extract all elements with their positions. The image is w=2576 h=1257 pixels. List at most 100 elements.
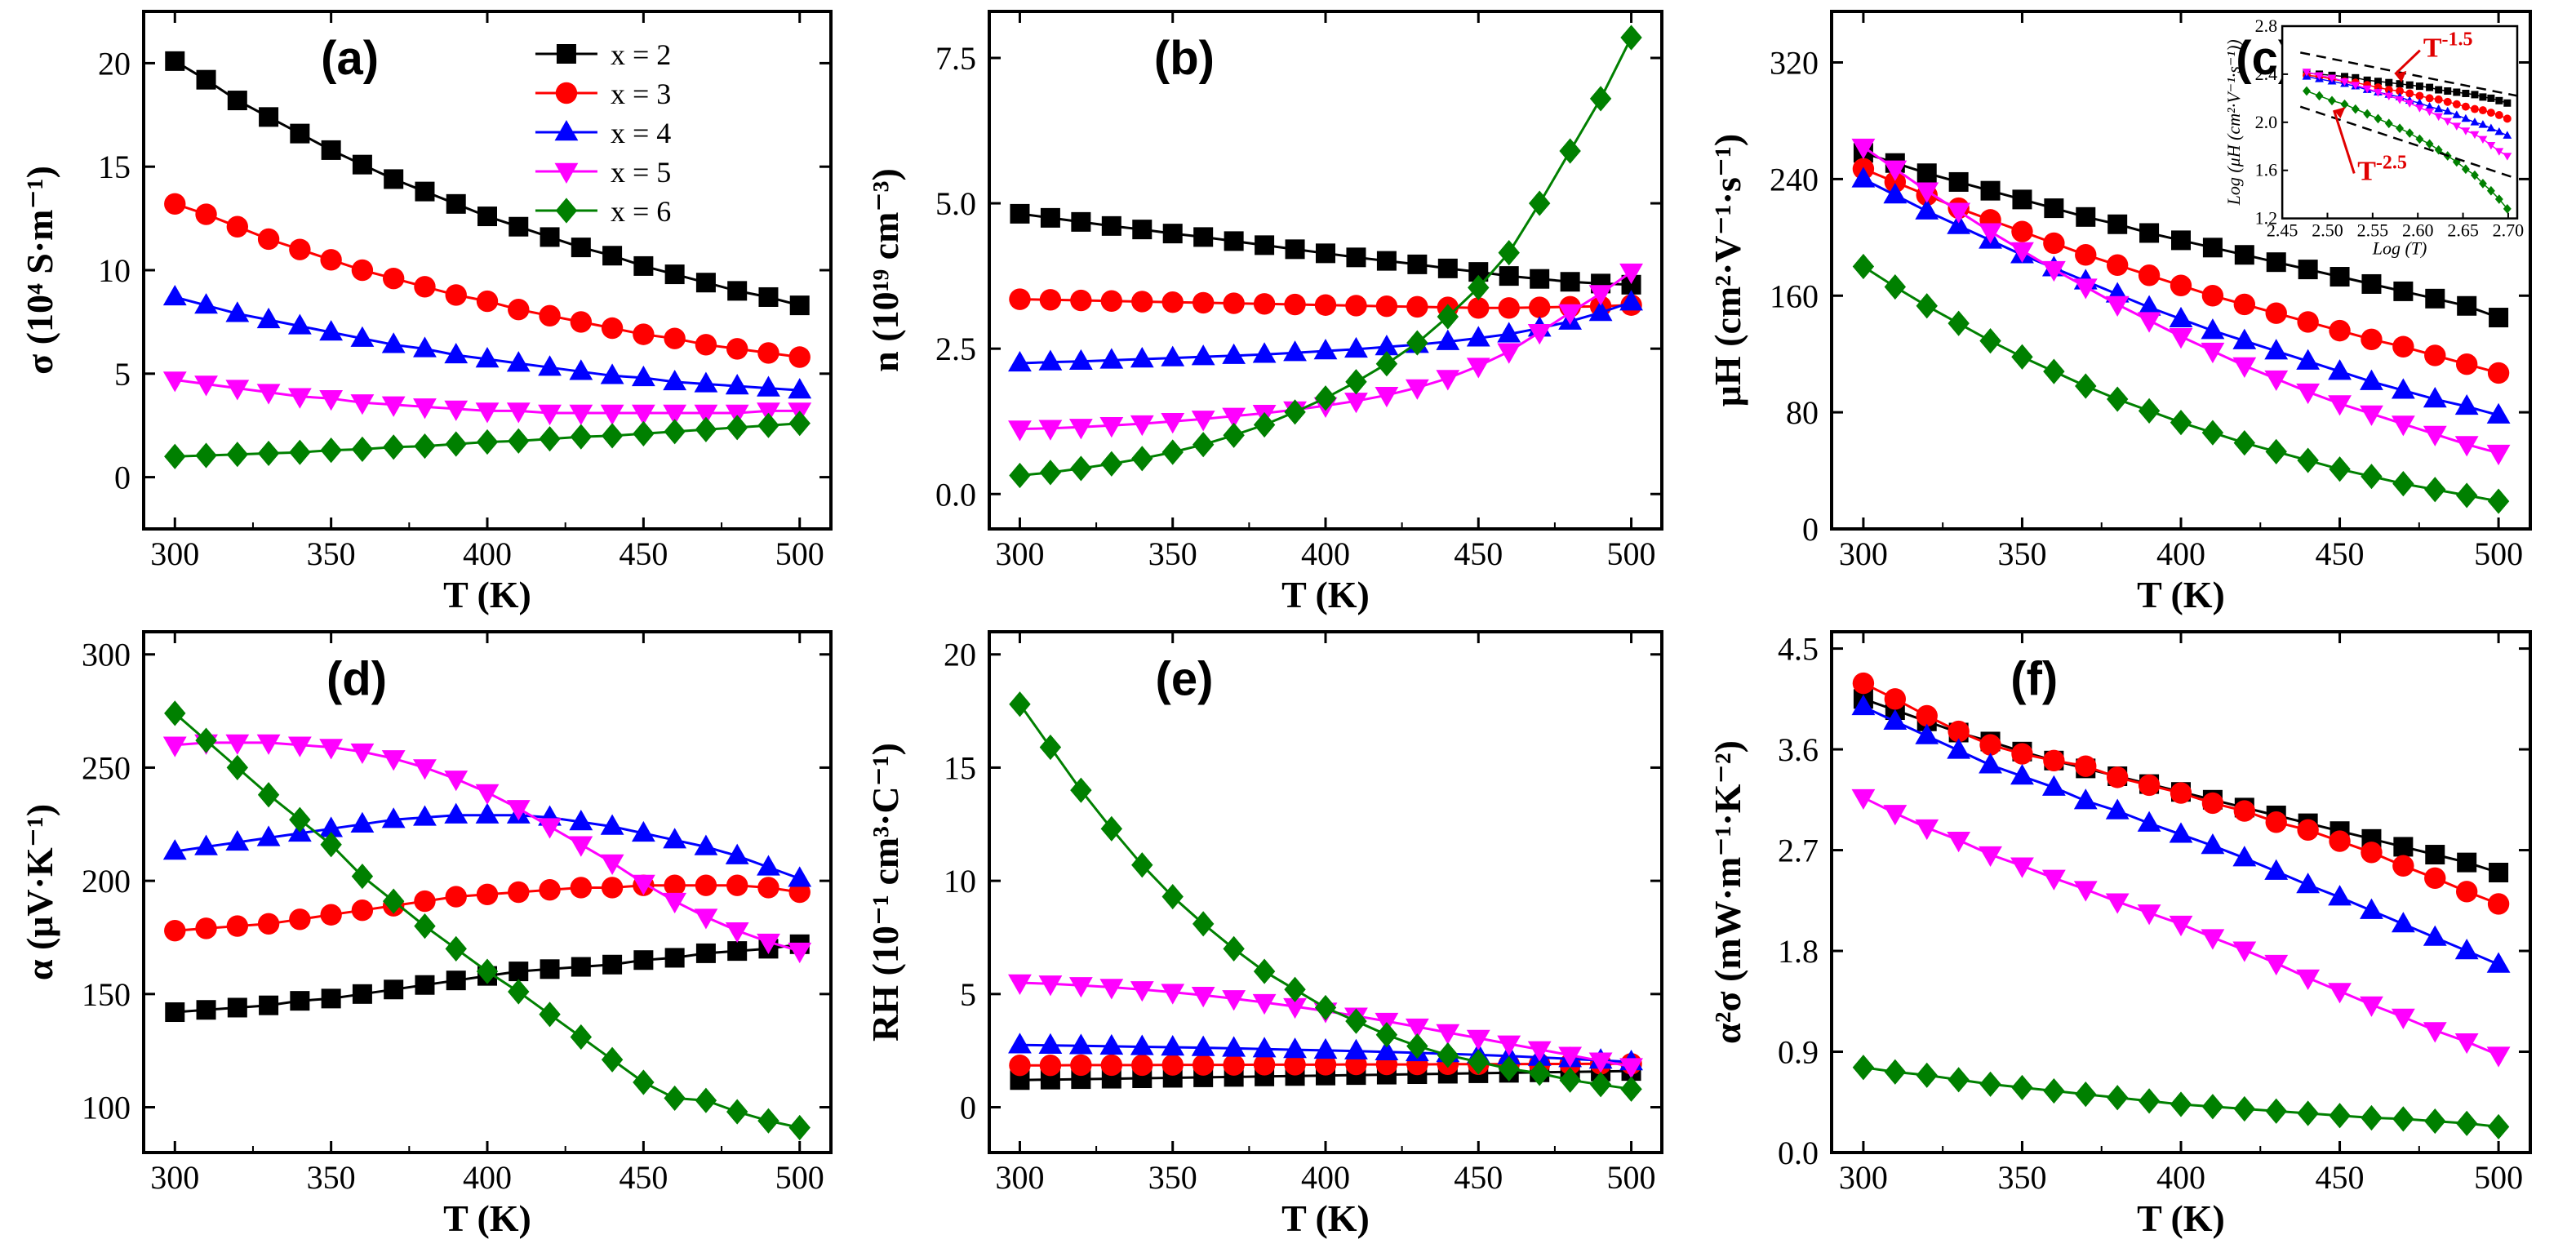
data-point — [2264, 370, 2289, 392]
inset-data-point — [2363, 76, 2371, 84]
inset-arrow-head — [2395, 70, 2407, 82]
data-point — [259, 995, 279, 1015]
data-point — [1161, 883, 1184, 910]
data-point — [414, 890, 436, 913]
data-point — [1979, 1071, 2001, 1097]
data-point — [2454, 393, 2479, 415]
data-point — [757, 342, 779, 364]
data-point — [1068, 419, 1093, 440]
data-point — [2455, 482, 2478, 509]
y-tick-label: 160 — [1770, 278, 1819, 314]
legend-marker — [556, 44, 576, 64]
data-point — [1100, 1054, 1123, 1077]
data-point — [2010, 857, 2034, 878]
data-point — [1588, 300, 1613, 322]
data-point — [1947, 213, 1971, 234]
data-point — [259, 107, 279, 127]
data-point — [2232, 328, 2257, 349]
data-point — [1344, 393, 1368, 414]
data-point — [1468, 274, 1490, 300]
data-point — [633, 950, 654, 971]
y-tick-label: 2.7 — [1778, 833, 1819, 869]
y-axis-label: α (μV·K⁻¹) — [19, 804, 60, 980]
inset-data-point — [2434, 113, 2444, 122]
x-axis-label: T (K) — [1281, 1197, 1370, 1239]
data-point — [1283, 1037, 1307, 1059]
data-point — [475, 802, 500, 824]
x-tick-label: 400 — [1301, 535, 1350, 572]
data-point — [2457, 295, 2477, 316]
y-tick-label: 2.5 — [935, 331, 976, 367]
data-point — [1466, 1029, 1490, 1050]
data-point — [664, 948, 685, 968]
data-point — [538, 355, 562, 376]
data-point — [2137, 811, 2161, 832]
data-point — [757, 1108, 779, 1134]
data-point — [2232, 357, 2257, 378]
y-tick-label: 0 — [960, 1090, 976, 1126]
data-point — [257, 440, 280, 467]
data-point — [1161, 291, 1184, 313]
data-point — [2424, 477, 2446, 503]
data-point — [788, 346, 811, 368]
data-point — [1528, 190, 1551, 216]
data-point — [757, 375, 780, 397]
data-point — [571, 957, 591, 977]
inset-x-tick-label: 2.60 — [2402, 220, 2434, 241]
inset-data-point — [2444, 87, 2452, 95]
chart-panel-a: 300 350 400 450 500 0 5 10 15 20 T (K) σ (10⁴ S·m⁻¹… — [19, 10, 833, 615]
inset-x-tick-label: 2.50 — [2312, 220, 2343, 241]
chart-panel-b: 300 350 400 450 500 0.0 2.5 5.0 7.5 T (K) n (10¹⁹ … — [864, 10, 1663, 615]
data-point — [320, 904, 342, 926]
legend-marker — [554, 162, 579, 184]
data-point — [225, 380, 250, 401]
inset-series-x4 — [2302, 72, 2512, 139]
data-point — [1070, 289, 1092, 312]
data-point — [1099, 979, 1124, 1000]
data-point — [1589, 1072, 1612, 1098]
data-point — [2011, 1074, 2033, 1101]
data-point — [600, 363, 624, 384]
data-point — [225, 829, 250, 851]
data-point — [289, 439, 311, 465]
data-point — [475, 402, 500, 424]
inset-data-point — [2340, 99, 2349, 109]
inset-data-point — [2461, 164, 2470, 175]
data-point — [256, 384, 281, 405]
data-point — [2423, 925, 2447, 946]
y-tick-label: 250 — [82, 749, 131, 786]
data-point — [1039, 1055, 1062, 1077]
data-point — [1947, 832, 1971, 853]
data-point — [2297, 447, 2319, 473]
data-point — [1161, 439, 1184, 465]
data-point — [788, 411, 811, 437]
data-point — [508, 979, 530, 1005]
data-point — [319, 816, 344, 837]
data-point — [571, 238, 591, 258]
panel-label: (e) — [1156, 652, 1214, 705]
data-point — [226, 215, 249, 238]
inset-y-tick-label: 2.8 — [2255, 16, 2278, 36]
data-point — [289, 908, 311, 931]
data-point — [1284, 399, 1306, 425]
data-point — [2043, 1077, 2065, 1104]
data-point — [1038, 349, 1063, 371]
data-point — [663, 828, 687, 849]
data-point — [1916, 704, 1938, 727]
data-point — [2012, 189, 2032, 210]
data-point — [2423, 387, 2447, 408]
data-point — [1851, 138, 1876, 160]
data-point — [2297, 1100, 2319, 1126]
data-point — [162, 736, 187, 757]
data-point — [631, 365, 655, 387]
data-point — [290, 991, 310, 1011]
y-tick-label: 320 — [1770, 45, 1819, 82]
series-x5 — [1851, 788, 2511, 1068]
inset-data-point — [2425, 102, 2434, 110]
data-point — [225, 301, 250, 322]
data-point — [1038, 975, 1063, 997]
inset-data-point — [2486, 109, 2495, 117]
inset-data-point — [2470, 131, 2480, 140]
inset-data-point — [2425, 94, 2434, 103]
chart-panel-f: 300 350 400 450 500 0.0 0.9 1.8 2.7 3.6 4.5 T (K) α²… — [1707, 630, 2532, 1239]
